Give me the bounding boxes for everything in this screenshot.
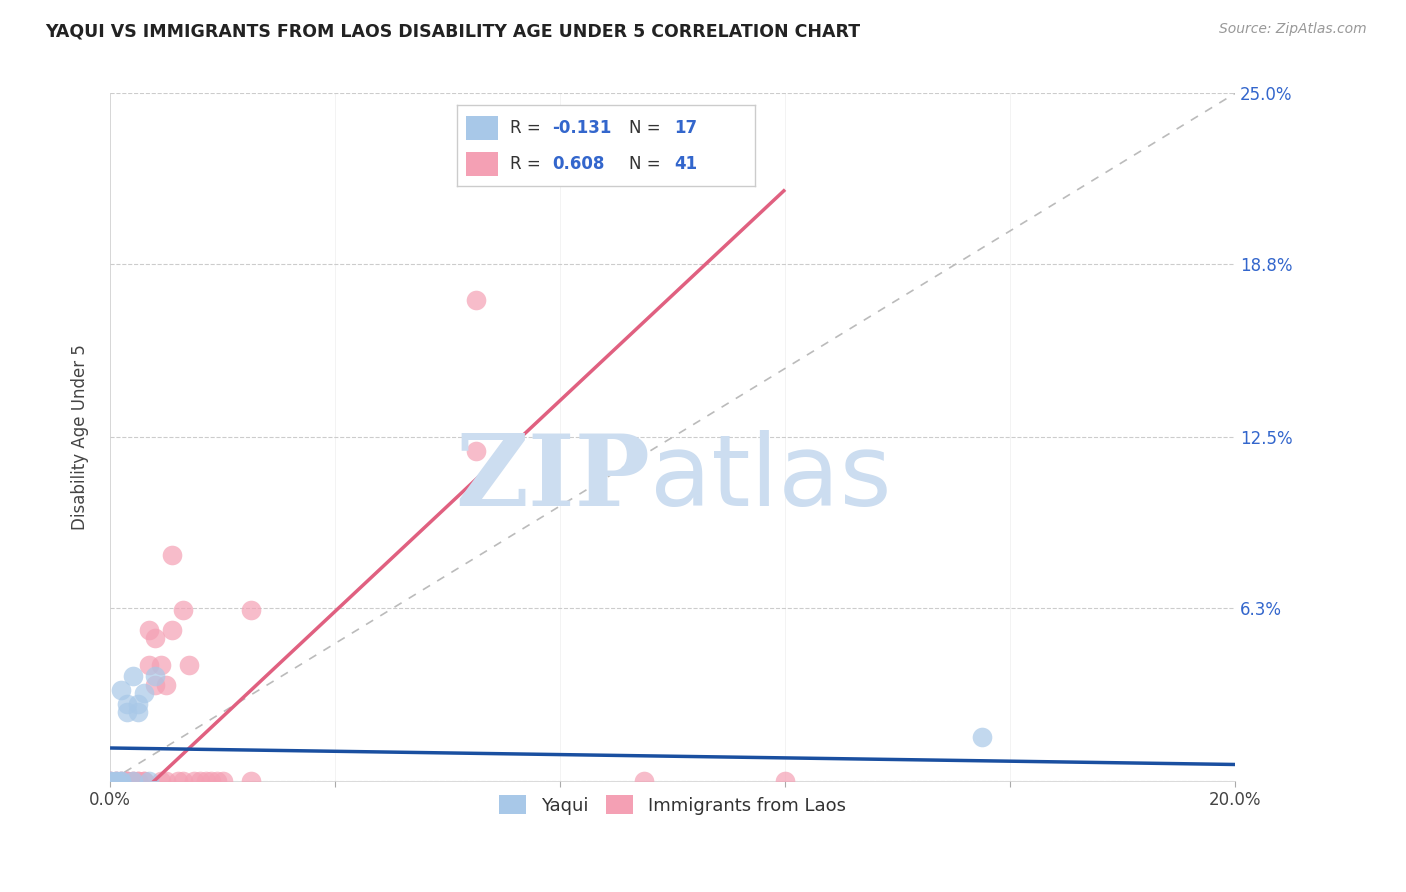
Point: [98, 774, 121, 789]
Point: [773, 774, 796, 789]
Point: [110, 774, 132, 789]
Point: [121, 774, 143, 789]
Point: [115, 705, 138, 719]
Point: [132, 686, 155, 700]
Point: [160, 623, 183, 637]
Point: [183, 774, 205, 789]
Point: [172, 774, 194, 789]
Point: [110, 774, 132, 789]
Point: [110, 683, 132, 698]
Point: [110, 774, 132, 789]
Text: YAQUI VS IMMIGRANTS FROM LAOS DISABILITY AGE UNDER 5 CORRELATION CHART: YAQUI VS IMMIGRANTS FROM LAOS DISABILITY…: [45, 22, 860, 40]
Point: [464, 293, 486, 307]
Point: [177, 658, 200, 673]
Point: [98, 774, 121, 789]
Point: [104, 774, 127, 789]
Point: [115, 774, 138, 789]
Point: [194, 774, 217, 789]
Point: [127, 774, 149, 789]
Point: [205, 774, 228, 789]
Point: [104, 774, 127, 789]
Point: [138, 623, 160, 637]
Point: [160, 549, 183, 563]
Legend: Yaqui, Immigrants from Laos: Yaqui, Immigrants from Laos: [491, 786, 855, 823]
Point: [115, 697, 138, 711]
Text: atlas: atlas: [650, 430, 891, 527]
Point: [132, 774, 155, 789]
Point: [121, 774, 143, 789]
Point: [104, 774, 127, 789]
Point: [239, 603, 262, 617]
Point: [98, 774, 121, 789]
Point: [188, 774, 211, 789]
Point: [239, 774, 262, 789]
Point: [138, 774, 160, 789]
Point: [211, 774, 233, 789]
Point: [115, 774, 138, 789]
Point: [132, 774, 155, 789]
Point: [155, 678, 177, 692]
Text: ZIP: ZIP: [456, 430, 650, 527]
Point: [172, 603, 194, 617]
Point: [633, 774, 655, 789]
Point: [464, 444, 486, 458]
Point: [121, 774, 143, 789]
Point: [104, 774, 127, 789]
Text: Source: ZipAtlas.com: Source: ZipAtlas.com: [1219, 22, 1367, 37]
Y-axis label: Disability Age Under 5: Disability Age Under 5: [72, 344, 89, 530]
Point: [149, 658, 172, 673]
Point: [155, 774, 177, 789]
Point: [127, 774, 149, 789]
Point: [98, 774, 121, 789]
Point: [143, 669, 166, 683]
Point: [149, 774, 172, 789]
Point: [127, 697, 149, 711]
Point: [200, 774, 222, 789]
Point: [110, 774, 132, 789]
Point: [121, 669, 143, 683]
Point: [127, 705, 149, 719]
Point: [138, 658, 160, 673]
Point: [143, 678, 166, 692]
Point: [115, 774, 138, 789]
Point: [143, 631, 166, 645]
Point: [166, 774, 188, 789]
Point: [970, 730, 993, 744]
